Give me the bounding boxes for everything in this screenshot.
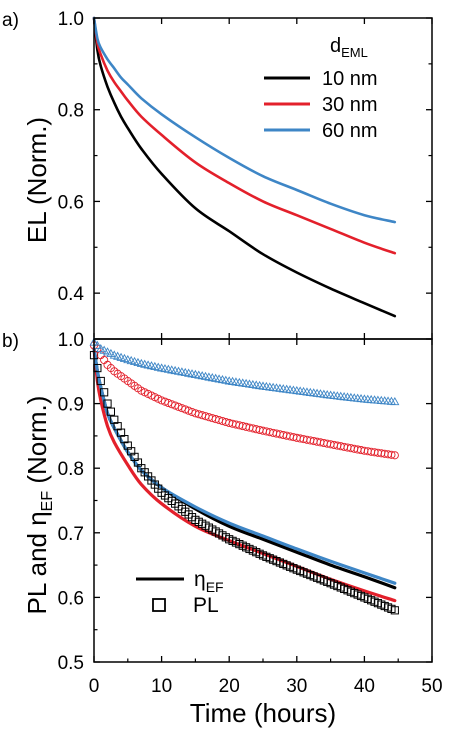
legend-eta-label: ηEF [194,568,224,595]
panel-b-ytick-label: 0.5 [58,653,84,674]
panel-a-frame [93,17,433,340]
pl-marker-circle [164,398,173,408]
legend-title: dEML [330,35,368,60]
panel-b-ytick-label: 0.8 [58,459,84,480]
pl-marker-circle [181,405,190,414]
panel-a-label: a) [2,10,19,31]
pl-marker-circle [177,404,186,413]
legend-title-main: d [330,35,341,57]
panel-a-ytick-label: 1.0 [58,9,84,30]
panel-b-label: b) [2,331,19,352]
legend-label: 60 nm [322,120,378,142]
legend-label: 10 nm [322,68,378,90]
panel-b: 0 10 20 30 40 50 0.5 0.6 0.7 0.8 0.9 1.0 b) Time (hou… [2,330,443,728]
pl-marker-square [103,399,112,408]
pl-marker-circle [184,406,193,415]
panel-b-ytick-label: 0.7 [58,524,84,545]
panel-a: 0.4 0.6 0.8 1.0 a) EL (Norm.) dEML 10 nm 30 nm 60… [2,9,433,340]
pl-marker-square [106,407,116,416]
pl-marker-circle [390,451,399,460]
panel-b-ylabel-main: PL and [22,526,52,615]
panel-a-ylabel: EL (Norm.) [22,117,52,243]
pl-marker-circle [167,400,176,409]
el-series-10-nm [92,16,397,318]
legend-title-sub: EML [341,45,368,60]
pl-marker-circle [171,401,180,410]
panel-b-ylabel-sub: EF [39,491,56,512]
pl-markers [89,337,400,615]
legend-eta-symbol: η [194,568,206,591]
pl-marker-circle [100,355,109,365]
pl-marker-circle [174,402,183,411]
pl-marker-circle [157,396,166,405]
panel-b-xtick-label: 20 [219,676,240,697]
panel-b-ytick-label: 1.0 [58,330,84,351]
legend-eta-sub: EF [206,579,224,595]
pl-marker-circle [387,450,396,459]
pl-marker-circle [160,397,170,406]
pl-marker-triangle [92,340,102,349]
panel-b-xlabel: Time (hours) [190,698,336,728]
panel-b-ylabel-tail: (Norm.) [22,396,52,491]
panel-a-ytick-label: 0.4 [58,284,85,305]
panel-b-xtick-label: 50 [421,676,442,697]
panel-b-ylabel: PL and ηEF (Norm.) [22,396,56,615]
panel-b-xtick-label: 0 [89,676,100,697]
legend-label: 30 nm [322,94,378,116]
panel-b-ytick-label: 0.6 [58,588,84,609]
panel-b-xtick-label: 40 [354,676,375,697]
pl-marker-triangle [390,396,400,406]
panel-a-ytick-label: 0.8 [58,101,84,122]
legend-pl-marker [152,598,166,612]
el-series-60-nm [92,16,397,224]
panel-b-xtick-label: 30 [286,676,307,697]
pl-marker-square [100,388,109,397]
panel-b-ylabel-symbol: η [22,511,52,525]
panel-a-ytick-label: 0.6 [58,192,84,213]
panel-b-ytick-label: 0.9 [58,395,84,416]
pl-marker-square [390,606,399,615]
el-series-30-nm [92,16,397,255]
panel-b-xtick-label: 10 [151,676,172,697]
pl-marker-square [96,376,105,386]
legend-pl-label: PL [193,594,219,617]
